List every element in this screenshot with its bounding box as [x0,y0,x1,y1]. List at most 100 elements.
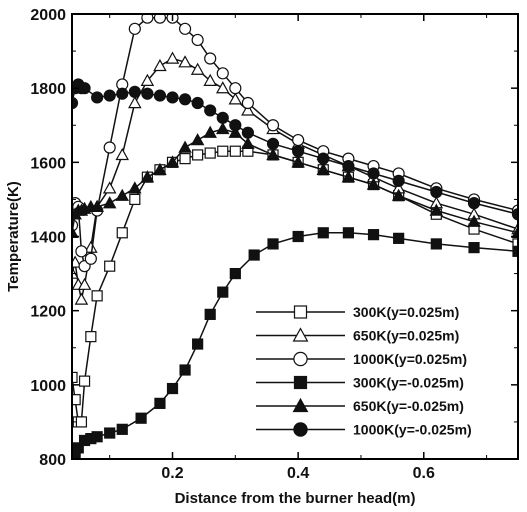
legend-entry: 650K(y=-0.025m) [256,397,464,414]
data-point [266,137,280,150]
data-point [217,286,229,298]
legend-label: 300K(y=-0.025m) [353,375,464,391]
data-point [102,196,117,209]
y-tick-label: 1200 [30,304,66,321]
data-point [204,308,216,320]
data-point [84,240,98,253]
data-point [153,162,167,175]
data-point [72,96,79,110]
data-point [342,227,354,239]
data-point [512,245,518,257]
data-point [179,153,191,165]
data-point [215,81,230,94]
data-point [292,327,309,342]
data-point [216,111,229,124]
data-point [292,397,309,413]
data-point [103,89,116,102]
data-point [78,375,91,387]
data-point [293,422,308,437]
data-point [178,55,192,68]
data-point [178,93,192,106]
x-axis-label: Distance from the burner head(m) [175,490,416,507]
data-point [77,277,92,290]
data-point [467,197,481,210]
data-point [116,227,128,239]
data-point [91,290,103,302]
data-point [128,85,141,98]
data-point [391,188,406,201]
data-point [293,375,308,390]
data-point [204,52,217,65]
data-point [511,208,518,221]
data-point [215,121,230,135]
x-tick-label: 0.6 [413,465,435,482]
y-tick-label: 1000 [30,378,66,395]
legend-entry: 300K(y=-0.025m) [256,375,464,391]
y-tick-label: 2000 [30,7,66,24]
data-point [293,351,308,367]
data-point [115,188,130,201]
data-point [241,136,255,149]
data-point [116,423,128,435]
data-point [292,145,305,158]
data-point [72,371,78,384]
legend-entry: 300K(y=0.025m) [256,304,459,320]
data-point [228,92,243,105]
data-point [116,87,129,100]
data-point [204,104,217,117]
data-point [316,162,331,175]
legend-label: 1000K(y=-0.025m) [353,422,472,438]
data-point [103,141,116,154]
y-tick-label: 1800 [30,81,66,98]
data-point [392,174,405,187]
data-point [367,229,380,241]
data-point [216,67,229,80]
series [72,121,518,238]
data-point [217,145,229,157]
data-point [135,412,147,424]
data-point [165,155,180,168]
data-point [179,364,191,376]
data-point [166,91,179,104]
data-point [91,91,104,104]
data-point [128,96,142,109]
data-point [102,181,117,194]
data-point [72,225,79,238]
legend-label: 650K(y=0.025m) [353,328,459,344]
legend-entry: 650K(y=0.025m) [256,327,459,344]
data-point [203,125,217,138]
data-point [72,394,81,406]
data-point [241,126,254,139]
series-layer [72,14,518,459]
data-point [512,238,518,250]
data-point [78,82,91,95]
data-point [204,147,216,159]
series [72,227,518,459]
data-point [104,427,116,439]
data-point [317,152,330,165]
data-point [203,73,217,86]
data-point [229,119,242,132]
data-point [153,89,167,102]
data-point [178,22,192,35]
data-point [141,14,154,24]
data-point [266,119,280,132]
data-point [228,125,243,138]
data-point [84,252,97,265]
legend-label: 300K(y=0.025m) [353,304,459,320]
data-point [342,159,355,173]
data-point [430,185,443,199]
data-point [266,147,280,161]
data-point [129,193,141,206]
data-point [190,133,205,146]
data-point [229,145,241,157]
data-point [191,33,204,47]
data-point [292,133,305,147]
data-point [293,305,308,319]
data-point [75,245,88,258]
data-point [104,260,116,272]
ticks-layer: 800 1000 1200 1400 1600 1800 2000 0.2 0.4 0.6 [30,7,518,482]
data-point [72,442,84,454]
data-point [393,232,405,244]
